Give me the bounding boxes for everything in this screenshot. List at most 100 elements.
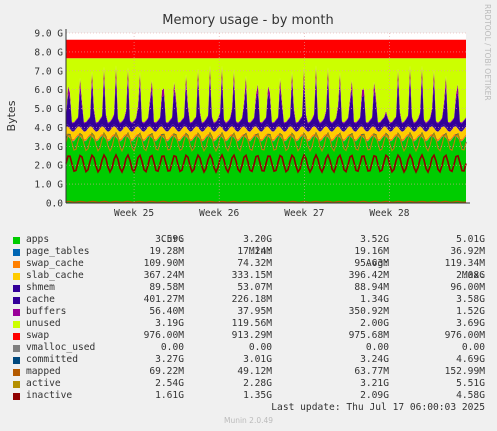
legend-cur-value: 1.61G xyxy=(155,390,184,401)
legend-swatch xyxy=(13,273,20,280)
legend-label: cache xyxy=(26,294,55,305)
x-tick-label: Week 28 xyxy=(369,208,409,219)
area-slab-cache xyxy=(66,126,466,140)
legend-label: unused xyxy=(26,318,61,329)
legend-min-value: 119.56M xyxy=(231,318,272,329)
legend-swatch xyxy=(13,261,20,268)
legend-min-value: 2.28G xyxy=(243,378,272,389)
legend-avg-value: 1.34G xyxy=(360,294,389,305)
legend-min-value: 3.01G xyxy=(243,354,272,365)
y-tick-label: 7.0 G xyxy=(34,66,63,77)
legend-row-slab-cache: slab_cache 367.24M 333.15M 396.42M 2.08G xyxy=(0,270,497,282)
rrdtool-credit: RRDTOOL / TOBI OETIKER xyxy=(483,4,492,101)
legend-cur-value: 89.58M xyxy=(149,282,184,293)
line-inactive xyxy=(65,153,467,174)
legend-row-vmalloc-used: vmalloc_used 0.00 0.00 0.00 0.00 xyxy=(0,342,497,354)
legend-max-value: 3.69G xyxy=(456,318,485,329)
legend-swatch xyxy=(13,369,20,376)
legend-avg-value: 3.24G xyxy=(360,354,389,365)
legend-row-buffers: buffers 56.40M 37.95M 350.92M 1.52G xyxy=(0,306,497,318)
legend-max-value: 36.92M xyxy=(450,246,485,257)
legend-min-value: 37.95M xyxy=(237,306,272,317)
chart-title: Memory usage - by month xyxy=(162,13,333,28)
legend-min-value: 1.35G xyxy=(243,390,272,401)
legend-cur-value: 69.22M xyxy=(149,366,184,377)
y-tick-label: 2.0 G xyxy=(34,161,63,172)
legend-max-value: 976.00M xyxy=(444,330,485,341)
legend-label: inactive xyxy=(26,390,73,401)
legend-avg-value: 95.63M xyxy=(354,258,389,269)
legend-avg-value: 3.52G xyxy=(360,234,389,245)
legend-max-value: 5.01G xyxy=(456,234,485,245)
x-tick-label: Week 25 xyxy=(114,208,154,219)
legend-cur-value: 976.00M xyxy=(143,330,184,341)
line-mapped xyxy=(65,200,467,203)
legend-cur-value: 19.28M xyxy=(149,246,184,257)
legend-header-cur: Cur: xyxy=(160,234,184,245)
legend-max-value: 119.34M xyxy=(444,258,485,269)
legend-swatch xyxy=(13,285,20,292)
legend-swatch xyxy=(13,345,20,352)
y-tick-label: 4.0 G xyxy=(34,123,63,134)
legend-label: page_tables xyxy=(26,246,90,257)
legend-cur-value: 2.54G xyxy=(155,378,184,389)
legend-swatch xyxy=(13,249,20,256)
legend-avg-value: 63.77M xyxy=(354,366,389,377)
legend-cur-value: 3.59G xyxy=(155,234,184,245)
legend-label: buffers xyxy=(26,306,67,317)
legend-header: Cur: Min: Avg: Max: xyxy=(0,222,497,281)
area-apps xyxy=(66,135,466,203)
legend-swatch xyxy=(13,381,20,388)
legend-swatch xyxy=(13,333,20,340)
legend-avg-value: 3.21G xyxy=(360,378,389,389)
legend-swatch xyxy=(13,237,20,244)
legend-row-swap-cache: swap_cache 109.90M 74.32M 95.63M 119.34M xyxy=(0,258,497,270)
legend-swatch xyxy=(13,309,20,316)
legend-cur-value: 109.90M xyxy=(143,258,184,269)
area-swap xyxy=(66,39,466,59)
y-tick-label: 1.0 G xyxy=(34,180,63,191)
y-tick-label: 6.0 G xyxy=(34,85,63,96)
legend-max-value: 0.00 xyxy=(461,342,485,353)
y-tick-label: 8.0 G xyxy=(34,47,63,58)
x-tick-label: Week 27 xyxy=(284,208,324,219)
legend-max-value: 4.58G xyxy=(456,390,485,401)
legend-cur-value: 367.24M xyxy=(143,270,184,281)
y-tick-label: 5.0 G xyxy=(34,104,63,115)
legend-min-value: 53.07M xyxy=(237,282,272,293)
legend-min-value: 3.20G xyxy=(243,234,272,245)
legend-swatch xyxy=(13,297,20,304)
legend-avg-value: 350.92M xyxy=(348,306,389,317)
legend-cur-value: 401.27M xyxy=(143,294,184,305)
legend-max-value: 4.69G xyxy=(456,354,485,365)
legend-max-value: 1.52G xyxy=(456,306,485,317)
legend-header-avg: Avg: xyxy=(365,258,389,269)
legend-max-value: 2.08G xyxy=(456,270,485,281)
y-tick-label: 0.0 xyxy=(46,199,63,210)
last-update: Last update: Thu Jul 17 06:00:03 2025 xyxy=(271,402,485,413)
legend-cur-value: 3.27G xyxy=(155,354,184,365)
legend-avg-value: 88.94M xyxy=(354,282,389,293)
legend-label: slab_cache xyxy=(26,270,84,281)
legend-row-page-tables: page_tables 19.28M 17.24M 19.16M 36.92M xyxy=(0,246,497,258)
legend-min-value: 226.18M xyxy=(231,294,272,305)
legend-min-value: 913.29M xyxy=(231,330,272,341)
legend-min-value: 0.00 xyxy=(248,342,272,353)
legend-max-value: 96.00M xyxy=(450,282,485,293)
x-tick-label: Week 26 xyxy=(199,208,239,219)
y-axis-label: Bytes xyxy=(5,100,18,131)
legend: Cur: Min: Avg: Max: apps 3.59G 3.20G 3.52G 5… xyxy=(0,222,497,402)
legend-swatch xyxy=(13,393,20,400)
legend-label: shmem xyxy=(26,282,55,293)
legend-label: swap_cache xyxy=(26,258,84,269)
legend-avg-value: 975.68M xyxy=(348,330,389,341)
legend-max-value: 3.58G xyxy=(456,294,485,305)
line-active xyxy=(65,132,467,153)
legend-header-min: Min: xyxy=(248,246,272,257)
legend-label: swap xyxy=(26,330,50,341)
legend-row-mapped: mapped 69.22M 49.12M 63.77M 152.99M xyxy=(0,366,497,378)
legend-row-shmem: shmem 89.58M 53.07M 88.94M 96.00M xyxy=(0,282,497,294)
area-cache xyxy=(66,77,466,131)
legend-row-apps: apps 3.59G 3.20G 3.52G 5.01G xyxy=(0,234,497,246)
legend-cur-value: 0.00 xyxy=(160,342,184,353)
